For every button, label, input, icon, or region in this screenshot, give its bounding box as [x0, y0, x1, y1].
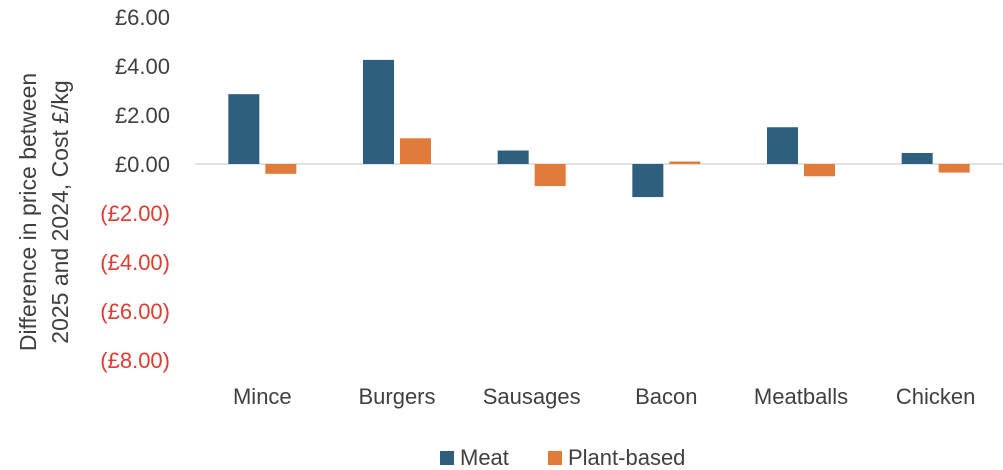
y-tick-label: £0.00	[115, 152, 170, 177]
bar-meat-burgers	[363, 59, 394, 164]
bar-plant-based-meatballs	[804, 164, 835, 177]
bar-meat-bacon	[632, 164, 664, 198]
bar-plant-based-mince	[265, 164, 297, 174]
category-label: Sausages	[483, 384, 581, 409]
legend-label: Meat	[460, 445, 509, 470]
category-labels: Mince Burgers Sausages Bacon Meatballs Chicke…	[233, 384, 975, 409]
bar-meat-meatballs	[767, 127, 798, 164]
bar-plant-based-burgers	[400, 138, 431, 164]
legend: Meat Plant-based	[440, 445, 685, 470]
bar-meat-sausages	[497, 150, 529, 164]
y-tick-label: £4.00	[115, 54, 170, 79]
category-label: Meatballs	[754, 384, 848, 409]
y-axis-ticks: £6.00 £4.00 £2.00 £0.00 (£2.00) (£4.00) (£6.00…	[100, 5, 170, 373]
y-axis-label: Difference in price between 2025 and 202…	[15, 73, 73, 351]
bar-meat-mince	[228, 94, 260, 164]
bar-plant-based-chicken	[938, 164, 970, 173]
category-label: Burgers	[358, 384, 435, 409]
y-axis-label-line-2: 2025 and 2024, Cost £/kg	[47, 80, 73, 343]
bars-group	[228, 59, 970, 198]
category-label: Bacon	[635, 384, 697, 409]
y-tick-label: £2.00	[115, 103, 170, 128]
y-tick-label: (£6.00)	[100, 299, 170, 324]
category-label: Chicken	[896, 384, 975, 409]
y-tick-label: £6.00	[115, 5, 170, 30]
bar-plant-based-bacon	[669, 161, 701, 164]
y-tick-label: (£4.00)	[100, 250, 170, 275]
y-axis-label-line-1: Difference in price between	[15, 73, 41, 351]
category-label: Mince	[233, 384, 292, 409]
bar-meat-chicken	[901, 152, 933, 164]
y-tick-label: (£8.00)	[100, 348, 170, 373]
legend-swatch-plant-based	[548, 451, 562, 465]
legend-swatch-meat	[440, 451, 454, 465]
y-tick-label: (£2.00)	[100, 201, 170, 226]
legend-label: Plant-based	[568, 445, 685, 470]
bar-plant-based-sausages	[534, 164, 566, 187]
